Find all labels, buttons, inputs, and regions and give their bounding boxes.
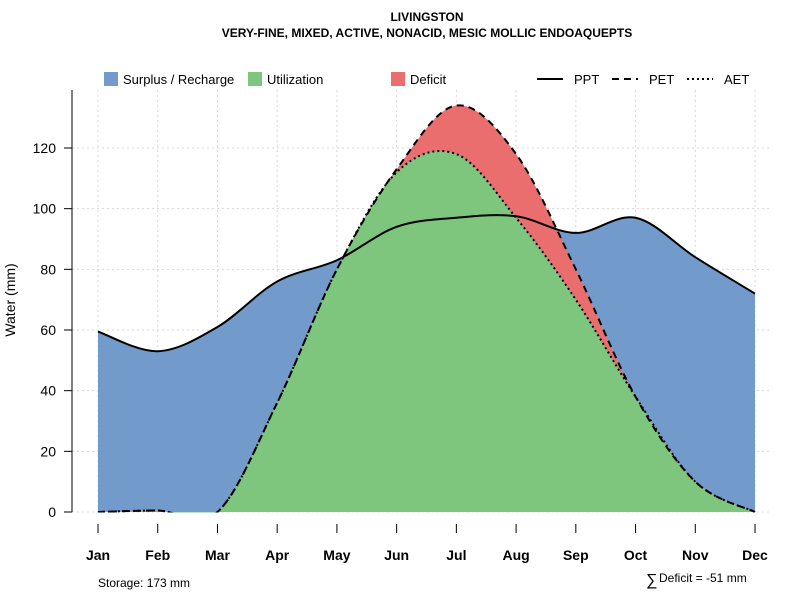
x-tick-label: Oct (624, 547, 648, 563)
x-tick-label: Aug (502, 547, 529, 563)
legend-label-pet: PET (649, 72, 674, 87)
x-tick-label: Sep (563, 547, 589, 563)
x-tick-label: Mar (205, 547, 230, 563)
y-tick-label: 20 (40, 443, 56, 459)
chart-title: LIVINGSTON (390, 10, 463, 24)
series-lines (97, 104, 756, 513)
x-tick-label: Jan (86, 547, 110, 563)
legend-label-ppt: PPT (574, 72, 599, 87)
sum-symbol: ∑ (646, 572, 657, 589)
legend-swatch-surplus (104, 72, 118, 86)
x-tick-label: Apr (265, 547, 290, 563)
line-ppt (97, 214, 756, 353)
line-aet (97, 150, 756, 513)
y-tick-label: 80 (40, 261, 56, 277)
y-tick-label: 0 (48, 504, 56, 520)
chart-subtitle: VERY-FINE, MIXED, ACTIVE, NONACID, MESIC… (222, 26, 632, 40)
legend-label-surplus: Surplus / Recharge (123, 72, 234, 87)
legend: Surplus / Recharge Utilization Deficit P… (104, 72, 749, 87)
y-tick-label: 40 (40, 383, 56, 399)
axes: Jan Feb Mar Apr May Jun Jul Aug Sep Oct Nov Dec 0 20 4… (33, 90, 768, 563)
deficit-annotation: Deficit = -51 mm (659, 571, 747, 585)
x-tick-label: Feb (145, 547, 170, 563)
x-tick-label: Nov (682, 547, 709, 563)
storage-annotation: Storage: 173 mm (98, 576, 190, 590)
x-tick-label: Jun (384, 547, 409, 563)
legend-label-utilization: Utilization (267, 72, 323, 87)
y-tick-label: 60 (40, 322, 56, 338)
area-utilization (98, 151, 755, 513)
x-tick-label: May (323, 547, 350, 563)
legend-swatch-deficit (391, 72, 405, 86)
x-tick-label: Jul (446, 547, 466, 563)
legend-label-aet: AET (724, 72, 749, 87)
legend-label-deficit: Deficit (410, 72, 447, 87)
y-tick-label: 120 (33, 140, 57, 156)
line-pet (97, 104, 756, 513)
areas (98, 105, 755, 513)
legend-swatch-utilization (248, 72, 262, 86)
y-tick-label: 100 (33, 201, 57, 217)
y-axis-label: Water (mm) (2, 263, 18, 336)
x-tick-label: Dec (742, 547, 768, 563)
